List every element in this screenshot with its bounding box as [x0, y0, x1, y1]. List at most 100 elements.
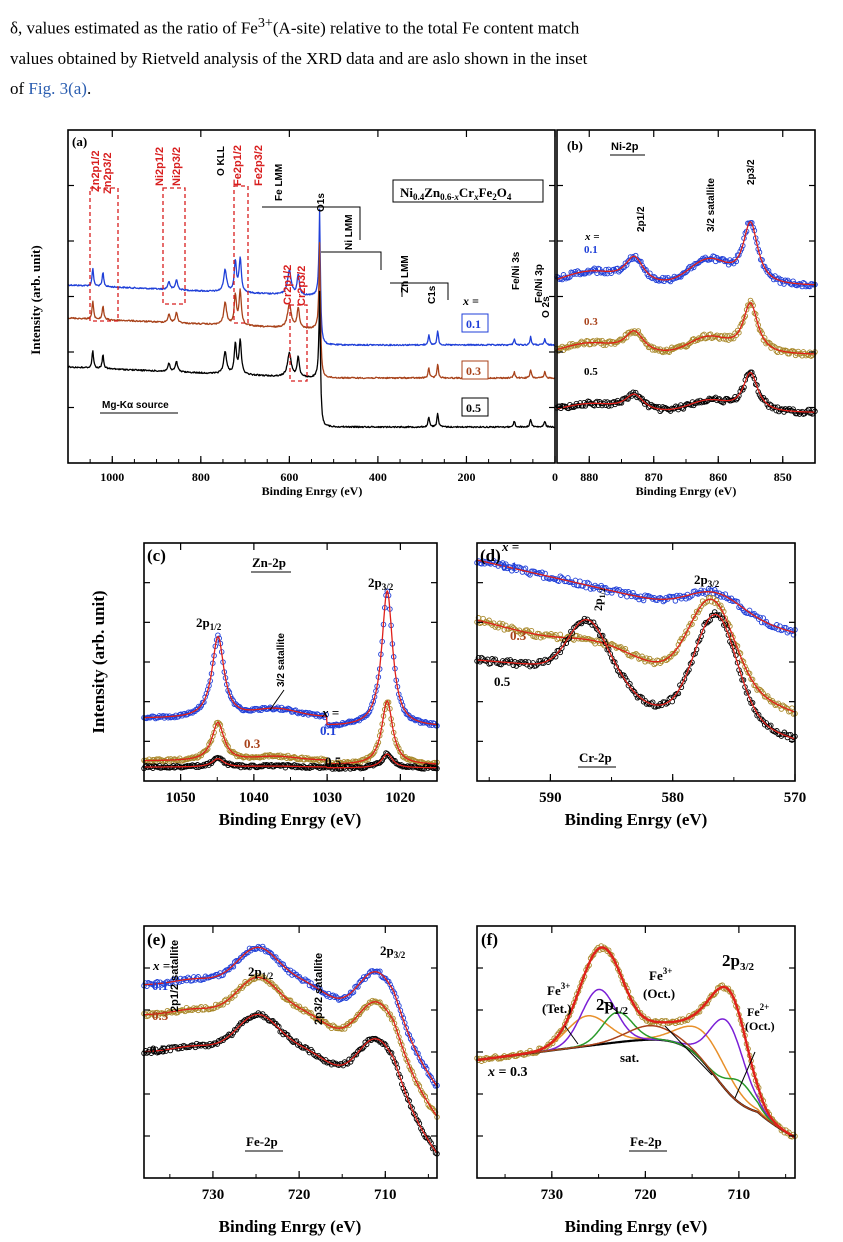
- tick-label: 710: [374, 1187, 397, 1203]
- paragraph-line-3: of Fig. 3(a).: [10, 74, 833, 104]
- tick-label: 1000: [100, 470, 124, 484]
- panel-e-series-0.3: 0.3: [152, 1008, 169, 1023]
- zn-fit-0.3: [144, 700, 438, 765]
- zn-fit-0.5: [144, 753, 437, 769]
- panel-c-peak-sat: 3/2 satallite: [276, 633, 287, 687]
- panel-d-peak-2p32: 2p3/2: [694, 572, 720, 589]
- panel-c-peak-2p32: 2p3/2: [368, 575, 394, 592]
- panel-e-x-eq: x =: [152, 958, 170, 973]
- tick-label: 1030: [312, 790, 342, 806]
- panel-f-sat: sat.: [620, 1050, 639, 1065]
- panel-d-series-0.3: 0.3: [510, 628, 527, 643]
- black-peak-labels: O KLL Fe LMM O1s Ni LMM Zn LMM C1s Fe/Ni…: [216, 146, 552, 318]
- panel-d-peak-2p12: 2p1/2: [591, 588, 607, 611]
- label-zn2p32: Zn2p3/2: [102, 152, 114, 194]
- fe-fit-0.5: [143, 1013, 438, 1154]
- tick-label: 200: [457, 470, 475, 484]
- cr-box: [289, 304, 308, 382]
- xlabel-a: Binding Enrgy (eV): [262, 484, 363, 498]
- formula-box: [392, 179, 544, 203]
- tick-label: 1040: [239, 790, 269, 806]
- panel-c-series-0.1: 0.1: [320, 723, 336, 738]
- tick-label: 1050: [166, 790, 196, 806]
- panel-d-title: Cr-2p: [579, 750, 612, 765]
- panel-e-peak-sat12: 2p1/2 satallite: [169, 940, 181, 1012]
- tick-label: 580: [661, 790, 684, 806]
- panel-d-series-0.1: 0.1: [501, 559, 517, 574]
- xlabel-e: Binding Enrgy (eV): [219, 1217, 362, 1236]
- survey-0.1: [67, 208, 556, 347]
- label-fe-ni-3s: Fe/Ni 3s: [511, 251, 522, 290]
- panel-e-series-0.5: 0.5: [150, 1042, 167, 1057]
- ni-fit-0.5: [556, 371, 815, 413]
- panel-f-title: Fe-2p: [630, 1134, 662, 1149]
- cr-fit-0.1: [476, 559, 796, 634]
- superscript: 3+: [257, 15, 273, 31]
- ylabel-cd: Intensity (arb. unit): [89, 590, 108, 733]
- series-0.1-label: 0.1: [466, 317, 481, 331]
- tick-label: 730: [202, 1187, 225, 1203]
- panel-e-title: Fe-2p: [246, 1134, 278, 1149]
- survey-0.5: [67, 290, 556, 429]
- fe-data-0.5: [141, 1010, 440, 1157]
- panel-a-tag: (a): [72, 134, 87, 149]
- panel-b-peak-2p32: 2p3/2: [746, 159, 757, 185]
- paragraph-line-2: values obtained by Rietveld analysis of …: [10, 48, 588, 68]
- text: δ, values estimated as the ratio of Fe: [10, 18, 258, 38]
- zn-box: [89, 187, 119, 322]
- tick-label: 720: [634, 1187, 657, 1203]
- panel-e-frame: [143, 925, 438, 1179]
- cr-fit-0.3: [476, 598, 796, 713]
- label-fe2p12: Fe2p1/2: [232, 145, 244, 186]
- paragraph-line-1: δ, values estimated as the ratio of Fe3+…: [10, 8, 833, 44]
- comp-fe2-oct: Fe2+ (Oct.): [745, 1002, 775, 1033]
- tick-label: 730: [541, 1187, 564, 1203]
- tick-label: 880: [580, 470, 598, 484]
- panel-c-series-0.3: 0.3: [244, 736, 261, 751]
- figure-link[interactable]: Fig. 3(a): [28, 78, 87, 98]
- label-o-2s: O 2s: [541, 296, 552, 318]
- source-label: Mg-Kα source: [102, 400, 169, 411]
- fe-data-0.1: [141, 943, 440, 1089]
- tick-label: 570: [784, 790, 807, 806]
- label-fe-lmm: Fe LMM: [274, 164, 285, 201]
- series-0.3-label: 0.3: [466, 364, 481, 378]
- tick-label: 710: [728, 1187, 751, 1203]
- ni-box: [162, 187, 186, 305]
- spectra-layer: [67, 208, 818, 1157]
- panel-c-peak-2p12: 2p1/2: [196, 615, 222, 632]
- series-0.3-box: [461, 360, 489, 380]
- fe-box: [233, 185, 249, 324]
- tick-label: 800: [192, 470, 210, 484]
- tick-label: 400: [369, 470, 387, 484]
- tick-label: 870: [645, 470, 663, 484]
- cr-fit-0.5: [476, 613, 796, 740]
- label-zn2p12: Zn2p1/2: [90, 150, 102, 192]
- red-dashed-boxes: [89, 185, 308, 382]
- zn-data-0.1: [141, 588, 440, 729]
- panel-b-x-eq: x =: [584, 231, 600, 243]
- tick-label: 720: [288, 1187, 311, 1203]
- tick-label: 850: [774, 470, 792, 484]
- series-0.5-label: 0.5: [466, 401, 481, 415]
- red-peak-labels: Zn2p1/2 Zn2p3/2 Ni2p1/2 Ni2p3/2 Fe2p1/2 …: [90, 145, 308, 306]
- label-c1s: C1s: [427, 285, 438, 304]
- panel-d-series-0.5: 0.5: [494, 674, 511, 689]
- text: .: [86, 78, 92, 98]
- comp-fe3-oct: Fe3+ (Oct.): [643, 966, 675, 1001]
- panel-a-x-eq: x =: [462, 294, 479, 308]
- label-ni-lmm: Ni LMM: [344, 214, 355, 250]
- xlabel-b: Binding Enrgy (eV): [636, 484, 737, 498]
- ni-fit-0.1: [556, 221, 815, 286]
- panel-e-peak-2p32: 2p3/2: [380, 943, 406, 960]
- panel-b-series-0.1: 0.1: [584, 244, 598, 256]
- fe-f-envelope: [476, 946, 796, 1139]
- ni-fit-0.3: [556, 302, 815, 355]
- panel-f-composition: x = 0.3: [487, 1065, 527, 1080]
- panel-f-tag: (f): [481, 930, 498, 949]
- label-o-kll: O KLL: [216, 146, 227, 176]
- tick-label: 0: [552, 470, 558, 484]
- panel-b-tag: (b): [567, 138, 583, 153]
- panel-e-peak-2p12: 2p1/2: [248, 964, 274, 981]
